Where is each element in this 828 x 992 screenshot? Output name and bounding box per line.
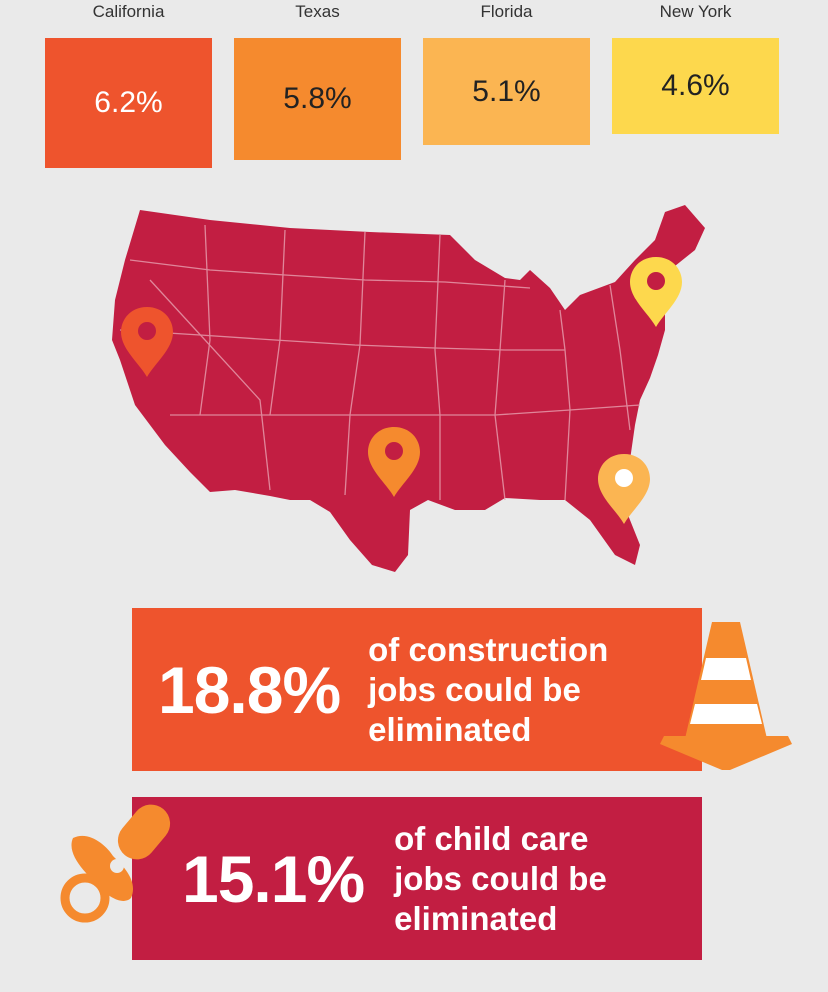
pin-texas bbox=[368, 427, 420, 497]
childcare-stat-box: 15.1% of child care jobs could be elimin… bbox=[132, 797, 702, 960]
bar-florida: 5.1% bbox=[423, 38, 590, 145]
childcare-line-3: eliminated bbox=[394, 899, 558, 937]
bar-new-york: 4.6% bbox=[612, 38, 779, 134]
construction-line-3: eliminated bbox=[368, 710, 532, 748]
bar-florida-column: Florida 5.1% bbox=[423, 0, 590, 145]
construction-line-2: jobs could be bbox=[368, 670, 581, 708]
childcare-line-1: of child care bbox=[394, 819, 589, 857]
bar-texas-column: Texas 5.8% bbox=[234, 0, 401, 160]
childcare-description: of child care jobs could be eliminated bbox=[394, 819, 607, 939]
data-label-new-york: 4.6% bbox=[661, 69, 730, 102]
construction-percent: 18.8% bbox=[158, 652, 341, 727]
construction-description: of construction jobs could be eliminated bbox=[368, 630, 608, 750]
data-label-texas: 5.8% bbox=[283, 82, 352, 115]
construction-stat-box: 18.8% of construction jobs could be elim… bbox=[132, 608, 702, 771]
pacifier-icon bbox=[60, 804, 171, 923]
pin-california bbox=[121, 307, 173, 377]
tick-label-new-york: New York bbox=[659, 2, 732, 21]
tick-label-florida: Florida bbox=[480, 2, 533, 21]
data-label-florida: 5.1% bbox=[472, 74, 541, 108]
us-map bbox=[110, 200, 710, 585]
bar-texas: 5.8% bbox=[234, 38, 401, 160]
us-map-shape bbox=[112, 205, 705, 572]
bar-new-york-column: New York 4.6% bbox=[612, 0, 779, 134]
tick-label-california: California bbox=[92, 2, 165, 21]
pin-florida bbox=[598, 454, 650, 524]
tick-label-texas: Texas bbox=[295, 2, 340, 21]
childcare-percent: 15.1% bbox=[182, 841, 365, 916]
construction-line-1: of construction bbox=[368, 630, 609, 668]
us-map-graphic bbox=[112, 205, 705, 572]
bar-california: 6.2% bbox=[45, 38, 212, 168]
pin-new-york bbox=[630, 257, 682, 327]
bar-california-column: California 6.2% bbox=[45, 0, 212, 168]
childcare-line-2: jobs could be bbox=[394, 859, 607, 897]
data-label-california: 6.2% bbox=[94, 86, 163, 119]
traffic-cone-icon bbox=[660, 622, 792, 770]
state-borders bbox=[119, 224, 641, 501]
